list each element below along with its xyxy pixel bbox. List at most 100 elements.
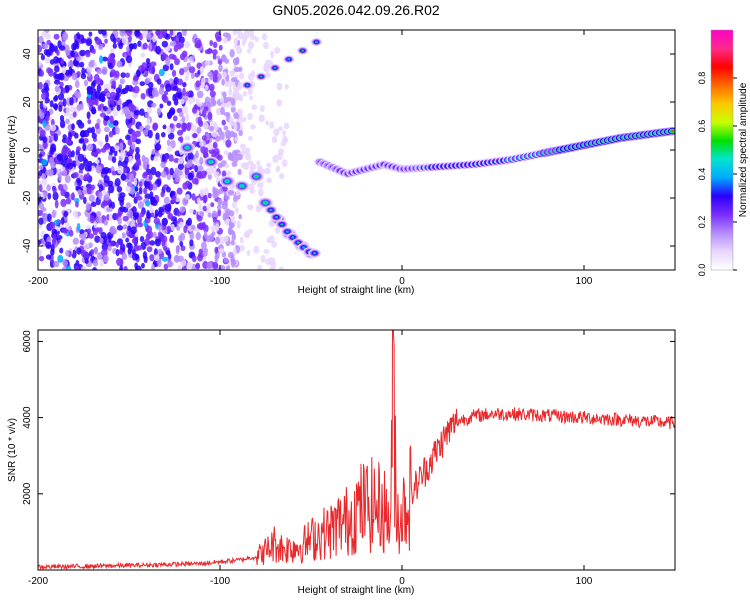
heatmap-cell (96, 216, 103, 224)
heatmap-cell (86, 228, 92, 234)
heatmap-cell (196, 126, 202, 134)
heatmap-cell (103, 194, 110, 202)
heatmap-cell (38, 184, 43, 192)
heatmap-cell (101, 66, 108, 76)
figure-title: GN05.2026.042.09.26.R02 (272, 2, 440, 18)
heatmap-cell (105, 134, 109, 143)
heatmap-cell (229, 130, 235, 138)
heatmap-cell (161, 40, 169, 48)
heatmap-cell (181, 265, 187, 270)
heatmap-cell (116, 104, 121, 112)
heatmap-cell (149, 240, 156, 246)
heatmap-cell (278, 173, 285, 180)
colorbar-tick-label: 0.6 (697, 120, 707, 133)
heatmap-cell (177, 78, 184, 86)
heatmap-cell (277, 152, 283, 161)
heatmap-cell (224, 163, 230, 169)
x-tick-label: -200 (28, 276, 48, 287)
heatmap-cell (44, 33, 51, 40)
heatmap-cell (136, 69, 141, 78)
heatmap-cell (146, 106, 153, 115)
heatmap-cell (90, 248, 95, 255)
heatmap-cell (160, 131, 166, 138)
heatmap-cell (82, 185, 87, 191)
heatmap-cell (146, 212, 152, 219)
heatmap-cell (302, 246, 305, 249)
heatmap-cell (121, 252, 128, 261)
heatmap-cell (87, 233, 95, 239)
heatmap-cell (184, 41, 190, 49)
heatmap-cell (78, 169, 84, 175)
heatmap-cell (59, 72, 65, 81)
heatmap-cell (117, 196, 125, 203)
heatmap-cell (233, 123, 238, 131)
heatmap-cell (275, 165, 281, 173)
heatmap-cell (229, 49, 235, 58)
heatmap-cell (131, 237, 138, 244)
heatmap-cell (60, 198, 67, 208)
heatmap-cell (146, 246, 153, 253)
heatmap-cell (150, 154, 155, 161)
heatmap-cell (169, 167, 174, 176)
heatmap-cell (297, 241, 300, 244)
heatmap-cell (206, 143, 214, 151)
heatmap-cell (206, 203, 211, 210)
heatmap-cell (120, 173, 127, 181)
heatmap-cell (169, 41, 177, 47)
heatmap-cell (250, 163, 257, 171)
heatmap-cell (261, 168, 266, 174)
heatmap-cell (210, 225, 217, 232)
y-tick-label: 40 (22, 48, 33, 60)
heatmap-cell (92, 88, 97, 95)
heatmap-cell (189, 231, 195, 240)
heatmap-cell (57, 254, 64, 263)
heatmap-cell (162, 64, 170, 72)
heatmap-cell (136, 245, 143, 251)
heatmap-cell (169, 30, 174, 36)
colorbar-tick-label: 0.4 (697, 168, 707, 181)
heatmap-cell (178, 36, 185, 44)
heatmap-cell (201, 135, 207, 141)
heatmap-cell (174, 176, 181, 183)
heatmap-cell (214, 236, 220, 245)
snr-panel: -200 -100 0 100 2000 4000 6000 Height of strai… (7, 329, 676, 596)
heatmap-cell (287, 58, 290, 60)
heatmap-cell (228, 228, 233, 235)
heatmap-cell (280, 196, 286, 202)
colorbar: 0.0 0.2 0.4 0.6 0.8 Normalized spectral ampl… (697, 29, 749, 276)
spectrogram-xlabel: Height of straight line (km) (298, 285, 415, 296)
heatmap-cell (95, 210, 102, 218)
heatmap-cell (223, 111, 231, 117)
heatmap-cell (65, 148, 72, 156)
heatmap-cell (202, 250, 208, 257)
heatmap-cell (142, 129, 150, 136)
heatmap-cell (199, 210, 205, 217)
heatmap-cell (248, 135, 253, 141)
heatmap-cell (270, 91, 277, 99)
snr-ylabel: SNR (10 * v/v) (7, 418, 18, 482)
heatmap-cell (65, 118, 70, 124)
heatmap-cell (108, 130, 114, 138)
heatmap-cell (234, 207, 239, 214)
heatmap-cell (209, 90, 216, 98)
heatmap-cell (222, 37, 228, 44)
heatmap-cell (211, 210, 218, 219)
heatmap-cell (121, 36, 129, 45)
heatmap-cell (122, 224, 128, 230)
heatmap-cell (255, 175, 258, 178)
heatmap-cell (199, 141, 205, 147)
heatmap-cell (72, 172, 79, 178)
heatmap-cell (188, 66, 196, 74)
heatmap-cell (217, 198, 222, 206)
heatmap-cell (99, 55, 104, 64)
heatmap-cell (250, 123, 256, 130)
x-tick-label: 0 (399, 276, 405, 287)
heatmap-cell (74, 80, 80, 89)
heatmap-cell (74, 265, 80, 270)
heatmap-cell (179, 42, 185, 48)
heatmap-cell (42, 119, 47, 128)
heatmap-cell (244, 153, 252, 161)
heatmap-cell (212, 261, 219, 269)
heatmap-cell (157, 231, 163, 238)
